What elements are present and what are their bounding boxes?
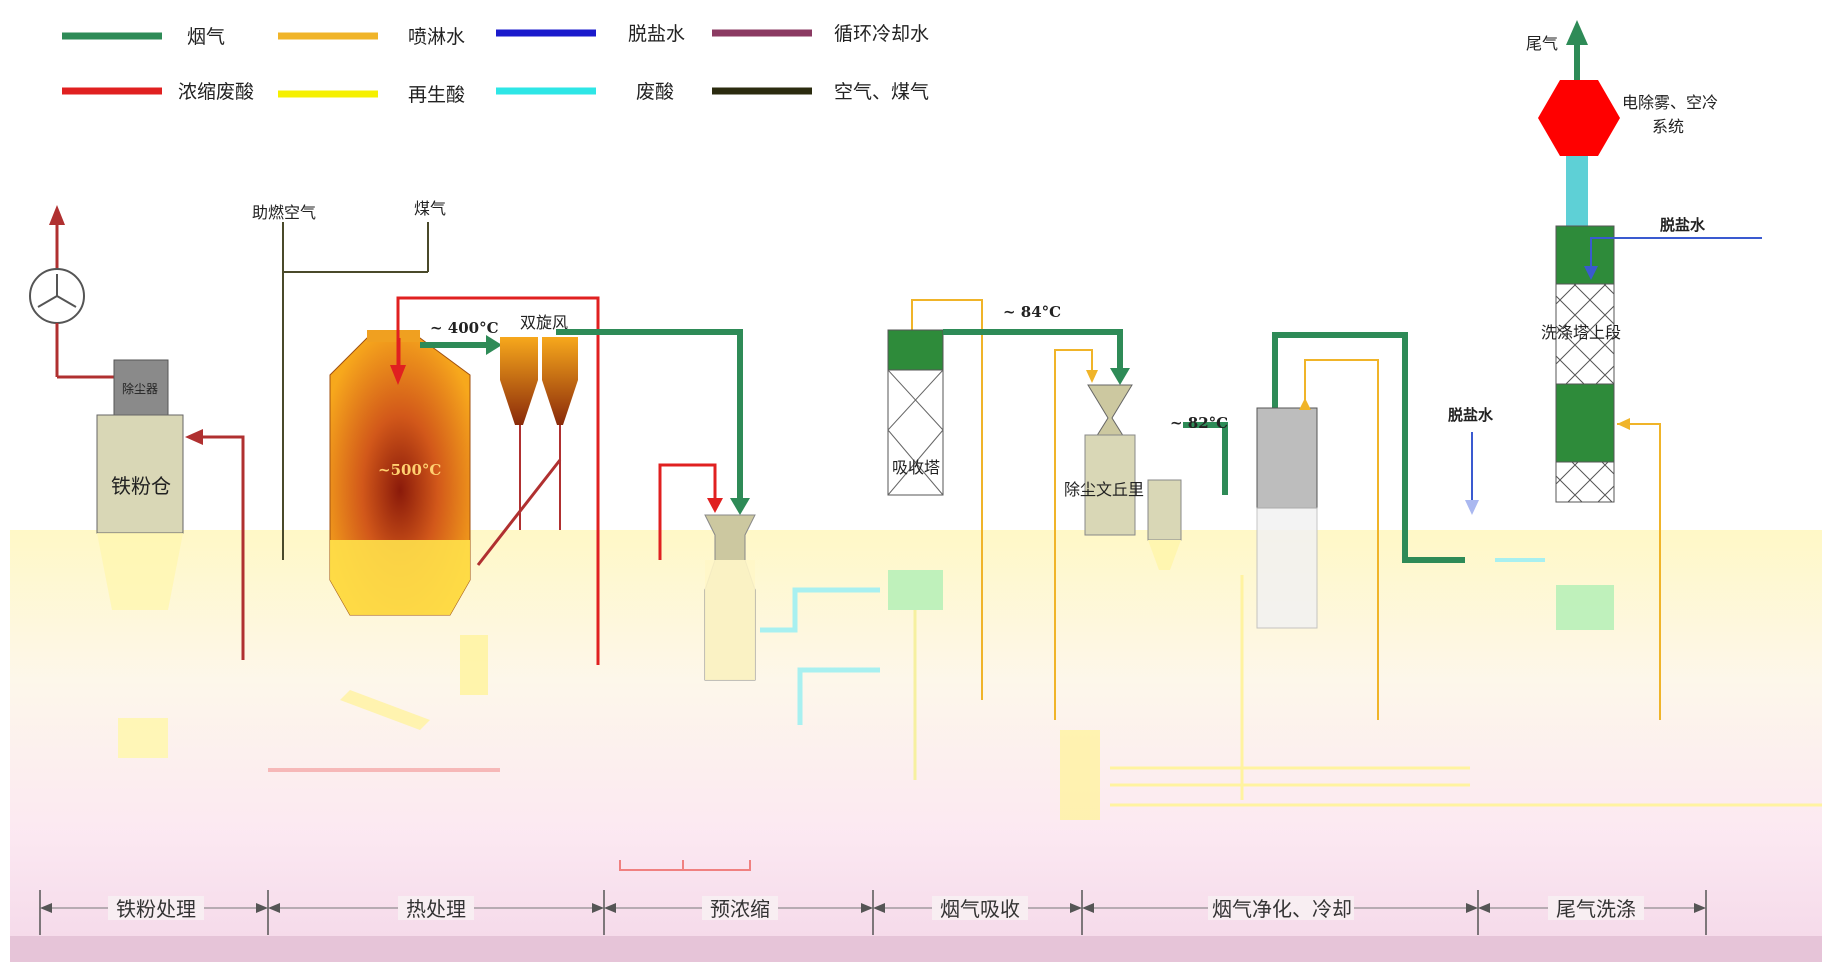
iron-powder-bin <box>96 414 184 534</box>
legend-label-0: 烟气 <box>187 26 225 48</box>
electrostatic-demister <box>1538 80 1620 156</box>
cyclone-2 <box>542 337 578 425</box>
desalted-water-label-2: 脱盐水 <box>1448 406 1494 424</box>
legend-label-4: 浓缩废酸 <box>178 81 254 103</box>
venturi-body <box>1084 434 1136 536</box>
cyclone-1 <box>500 337 538 425</box>
temp-400-label: ~ 400°C <box>430 319 499 337</box>
legend: 烟气 喷淋水 脱盐水 循环冷却水 浓缩废酸 再生酸 废酸 空气、煤气 <box>62 23 929 106</box>
desalted-water-label-1: 脱盐水 <box>1660 216 1706 234</box>
absorption-section: 吸收塔 ~ 84°C <box>887 299 1130 780</box>
section-label-3: 烟气吸收 <box>940 897 1020 921</box>
absorption-tower-top <box>887 329 944 371</box>
legend-label-6: 废酸 <box>636 81 674 103</box>
wash-tower-top <box>1555 225 1615 285</box>
wash-tower-upper-label: 洗涤塔上段 <box>1541 323 1621 342</box>
combustion-air-label: 助燃空气 <box>252 203 316 222</box>
iron-powder-section: 除尘器 铁粉仓 <box>29 205 245 758</box>
preconcentration-section <box>619 463 880 871</box>
legend-label-3: 循环冷却水 <box>834 23 929 45</box>
section-label-4: 烟气净化、冷却 <box>1212 897 1352 921</box>
double-cyclone-label: 双旋风 <box>520 313 568 332</box>
wash-tower-middle <box>1555 383 1615 463</box>
temp-84-label: ~ 84°C <box>1003 303 1061 321</box>
wash-tower-upper-packing <box>1555 283 1615 385</box>
iron-powder-bin-label: 铁粉仓 <box>111 474 171 498</box>
demister-label-2: 系统 <box>1652 117 1684 136</box>
section-label-0: 铁粉处理 <box>116 897 196 921</box>
section-label-2: 预浓缩 <box>710 897 770 921</box>
section-label-5: 尾气洗涤 <box>1556 897 1636 921</box>
legend-label-2: 脱盐水 <box>628 23 685 45</box>
legend-label-1: 喷淋水 <box>408 26 465 48</box>
furnace-temp-label: ~500°C <box>378 461 441 479</box>
venturi-label: 除尘文丘里 <box>1064 480 1144 499</box>
gas-cooler <box>1256 407 1318 509</box>
exhaust-gas-label: 尾气 <box>1526 34 1558 53</box>
demister-duct <box>1566 156 1588 226</box>
legend-label-5: 再生酸 <box>408 84 465 106</box>
temp-82-label: ~ 82°C <box>1170 414 1228 432</box>
section-label-1: 热处理 <box>406 897 466 921</box>
bottom-band <box>10 936 1822 962</box>
legend-label-7: 空气、煤气 <box>834 81 929 103</box>
absorption-tower-label: 吸收塔 <box>892 458 940 477</box>
fuel-gas-label: 煤气 <box>414 199 446 218</box>
section-bar: 铁粉处理 热处理 预浓缩 烟气吸收 烟气净化、冷却 尾气洗涤 <box>39 890 1707 935</box>
dust-collector <box>113 359 169 416</box>
tail-gas-section: 尾气 电除雾、空冷 系统 洗涤塔上段 脱盐水 脱盐水 <box>1448 20 1762 720</box>
thermal-section: 助燃空气 煤气 ~500°C ~ 400°C 双旋风 <box>252 199 750 772</box>
absorption-tower <box>887 369 944 496</box>
dust-collector-label: 除尘器 <box>122 381 158 396</box>
gas-cleaning-section: 除尘文丘里 ~ 82°C <box>1054 332 1822 820</box>
demister-label-1: 电除雾、空冷 <box>1622 93 1718 112</box>
